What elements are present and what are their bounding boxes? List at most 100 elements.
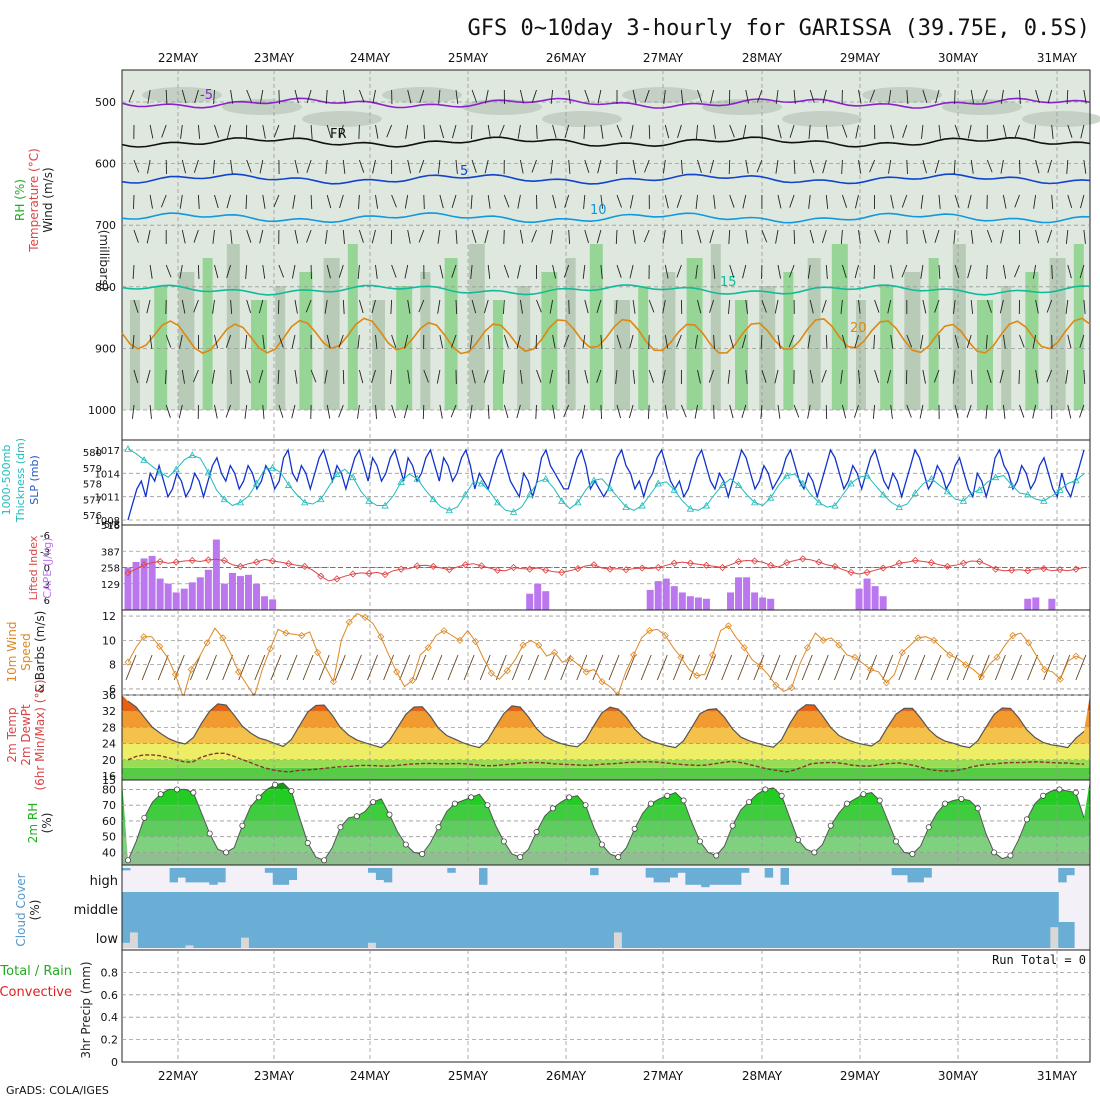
cloud-high-bar-83 xyxy=(780,868,789,885)
upper-wind-barb-15-7 xyxy=(375,334,378,349)
rh-point-8 xyxy=(190,789,197,796)
upper-wind-barb-24-4 xyxy=(519,229,524,244)
cloud-low-bar-61 xyxy=(606,922,615,948)
dewpoint-line xyxy=(127,752,1085,773)
cloud-high-bar-70 xyxy=(677,868,686,873)
upper-wind-barb-17-7 xyxy=(404,334,409,349)
upper-wind-barb-22-9 xyxy=(487,404,490,419)
thickness-point-68 xyxy=(670,485,678,493)
cloud-low-bar-95 xyxy=(875,922,885,948)
rh-band-27 xyxy=(783,272,794,410)
wind-speed-point-94 xyxy=(867,665,875,674)
upper-wind-barb-45-1 xyxy=(855,124,859,139)
upper-wind-barb-23-9 xyxy=(503,404,509,419)
cloud-low-bar-104 xyxy=(947,922,956,948)
wind10m-barb-37 xyxy=(721,654,733,681)
cloud-middle-bar-72 xyxy=(693,892,702,922)
cloud-low-bar-87 xyxy=(812,922,821,948)
wind-speed-point-92 xyxy=(851,653,859,661)
cloud-high-bar-75 xyxy=(717,868,726,885)
lifted-index-point-6 xyxy=(172,558,180,566)
top-date-label-0: 22MAY xyxy=(158,51,199,65)
rh-band-6 xyxy=(275,286,286,410)
li-ytick-0: -6 xyxy=(40,531,50,542)
cloud-high-bar-45 xyxy=(479,868,488,885)
li-ylabel-0: Lifted Index xyxy=(27,535,40,600)
upper-wind-barb-51-2 xyxy=(953,159,956,174)
upper-wind-barb-24-6 xyxy=(519,299,523,314)
cloud-middle-bar-52 xyxy=(534,892,544,922)
upper-wind-barb-2-8 xyxy=(165,369,167,384)
cloud-middle-bar-43 xyxy=(463,892,472,922)
upper-wind-barb-9-5 xyxy=(278,264,285,278)
wind10m-barb-33 xyxy=(656,654,668,681)
cloud-middle-bar-59 xyxy=(590,892,599,922)
upper-wind-barb-7-9 xyxy=(244,404,248,419)
wind-speed-point-6 xyxy=(171,670,179,678)
rh-band-15 xyxy=(493,300,503,410)
cloud-low-bar-60 xyxy=(598,922,607,948)
rh-point-70 xyxy=(697,838,703,845)
cloud-high-bar-10 xyxy=(201,868,210,883)
upper-wind-barb-51-4 xyxy=(953,229,956,244)
upper-wind-barb-18-3 xyxy=(423,194,425,209)
wind-speed-point-114 xyxy=(1025,639,1033,647)
upper-ylabel-2: Wind (m/s) xyxy=(41,167,55,232)
slp-ytick-3: 1017 xyxy=(95,446,120,457)
wind-ytick-1: 8 xyxy=(109,659,116,672)
upper-wind-barb-7-8 xyxy=(246,369,251,384)
cloud-low-bar-8 xyxy=(185,922,194,948)
upper-wind-barb-5-6 xyxy=(212,299,215,314)
wind10m-barb-45 xyxy=(850,654,861,681)
upper-wind-barb-11-0 xyxy=(306,89,312,104)
cloud-high-bar-74 xyxy=(709,868,718,885)
thickness-point-46 xyxy=(493,498,502,506)
cloud-high-bar-72 xyxy=(693,868,702,885)
upper-wind-barb-4-1 xyxy=(197,124,201,139)
upper-wind-barb-21-5 xyxy=(470,264,473,279)
upper-wind-barb-29-6 xyxy=(596,299,602,314)
upper-wind-barb-33-1 xyxy=(664,124,670,139)
rh-band-4 xyxy=(226,244,240,410)
cloud-middle-bar-75 xyxy=(717,892,726,922)
upper-wind-barb-22-5 xyxy=(487,264,491,279)
rh-ytick-2: 60 xyxy=(102,815,116,828)
upper-wind-barb-45-2 xyxy=(858,159,862,174)
upper-wind-barb-25-2 xyxy=(531,159,537,173)
cloud-high-bar-98 xyxy=(899,868,909,876)
upper-wind-barb-52-9 xyxy=(966,404,972,418)
upper-wind-barb-35-6 xyxy=(697,299,702,314)
rh-band-32 xyxy=(904,272,921,410)
upper-wind-barb-41-1 xyxy=(789,124,795,138)
upper-wind-barb-29-9 xyxy=(600,404,603,419)
upper-wind-barb-44-2 xyxy=(841,159,843,174)
rh-band-34 xyxy=(952,244,966,410)
wind-speed-point-22 xyxy=(298,631,306,640)
upper-wind-barb-28-7 xyxy=(582,334,586,349)
cloud-middle-bar-63 xyxy=(621,892,631,922)
upper-wind-barb-50-3 xyxy=(938,194,941,209)
thickness-point-50 xyxy=(526,490,534,498)
cape-bar-17 xyxy=(261,596,269,610)
rh-point-94 xyxy=(893,838,900,845)
bottom-date-label-5: 27MAY xyxy=(643,1069,684,1083)
wind-speed-point-4 xyxy=(156,642,164,650)
upper-wind-barb-22-8 xyxy=(483,369,489,383)
upper-wind-barb-58-7 xyxy=(1067,334,1072,349)
lifted-index-point-90 xyxy=(847,568,855,576)
rh-upper-patch-5 xyxy=(542,111,622,127)
upper-wind-barb-42-2 xyxy=(809,159,815,174)
wind-speed-point-76 xyxy=(724,622,733,630)
lifted-index-point-104 xyxy=(959,559,968,567)
cloud-middle-bar-30 xyxy=(360,892,369,922)
upper-wind-barb-50-8 xyxy=(933,369,940,383)
upper-wind-barb-9-9 xyxy=(278,404,284,418)
upper-wind-barb-59-0 xyxy=(1083,89,1087,104)
thickness-point-74 xyxy=(718,481,727,488)
isotherm-2-label: 5 xyxy=(460,164,468,179)
upper-wind-barb-39-6 xyxy=(761,299,767,313)
upper-wind-barb-42-3 xyxy=(808,194,811,209)
upper-wind-barb-55-1 xyxy=(1014,124,1020,138)
upper-wind-barb-21-3 xyxy=(470,194,473,209)
